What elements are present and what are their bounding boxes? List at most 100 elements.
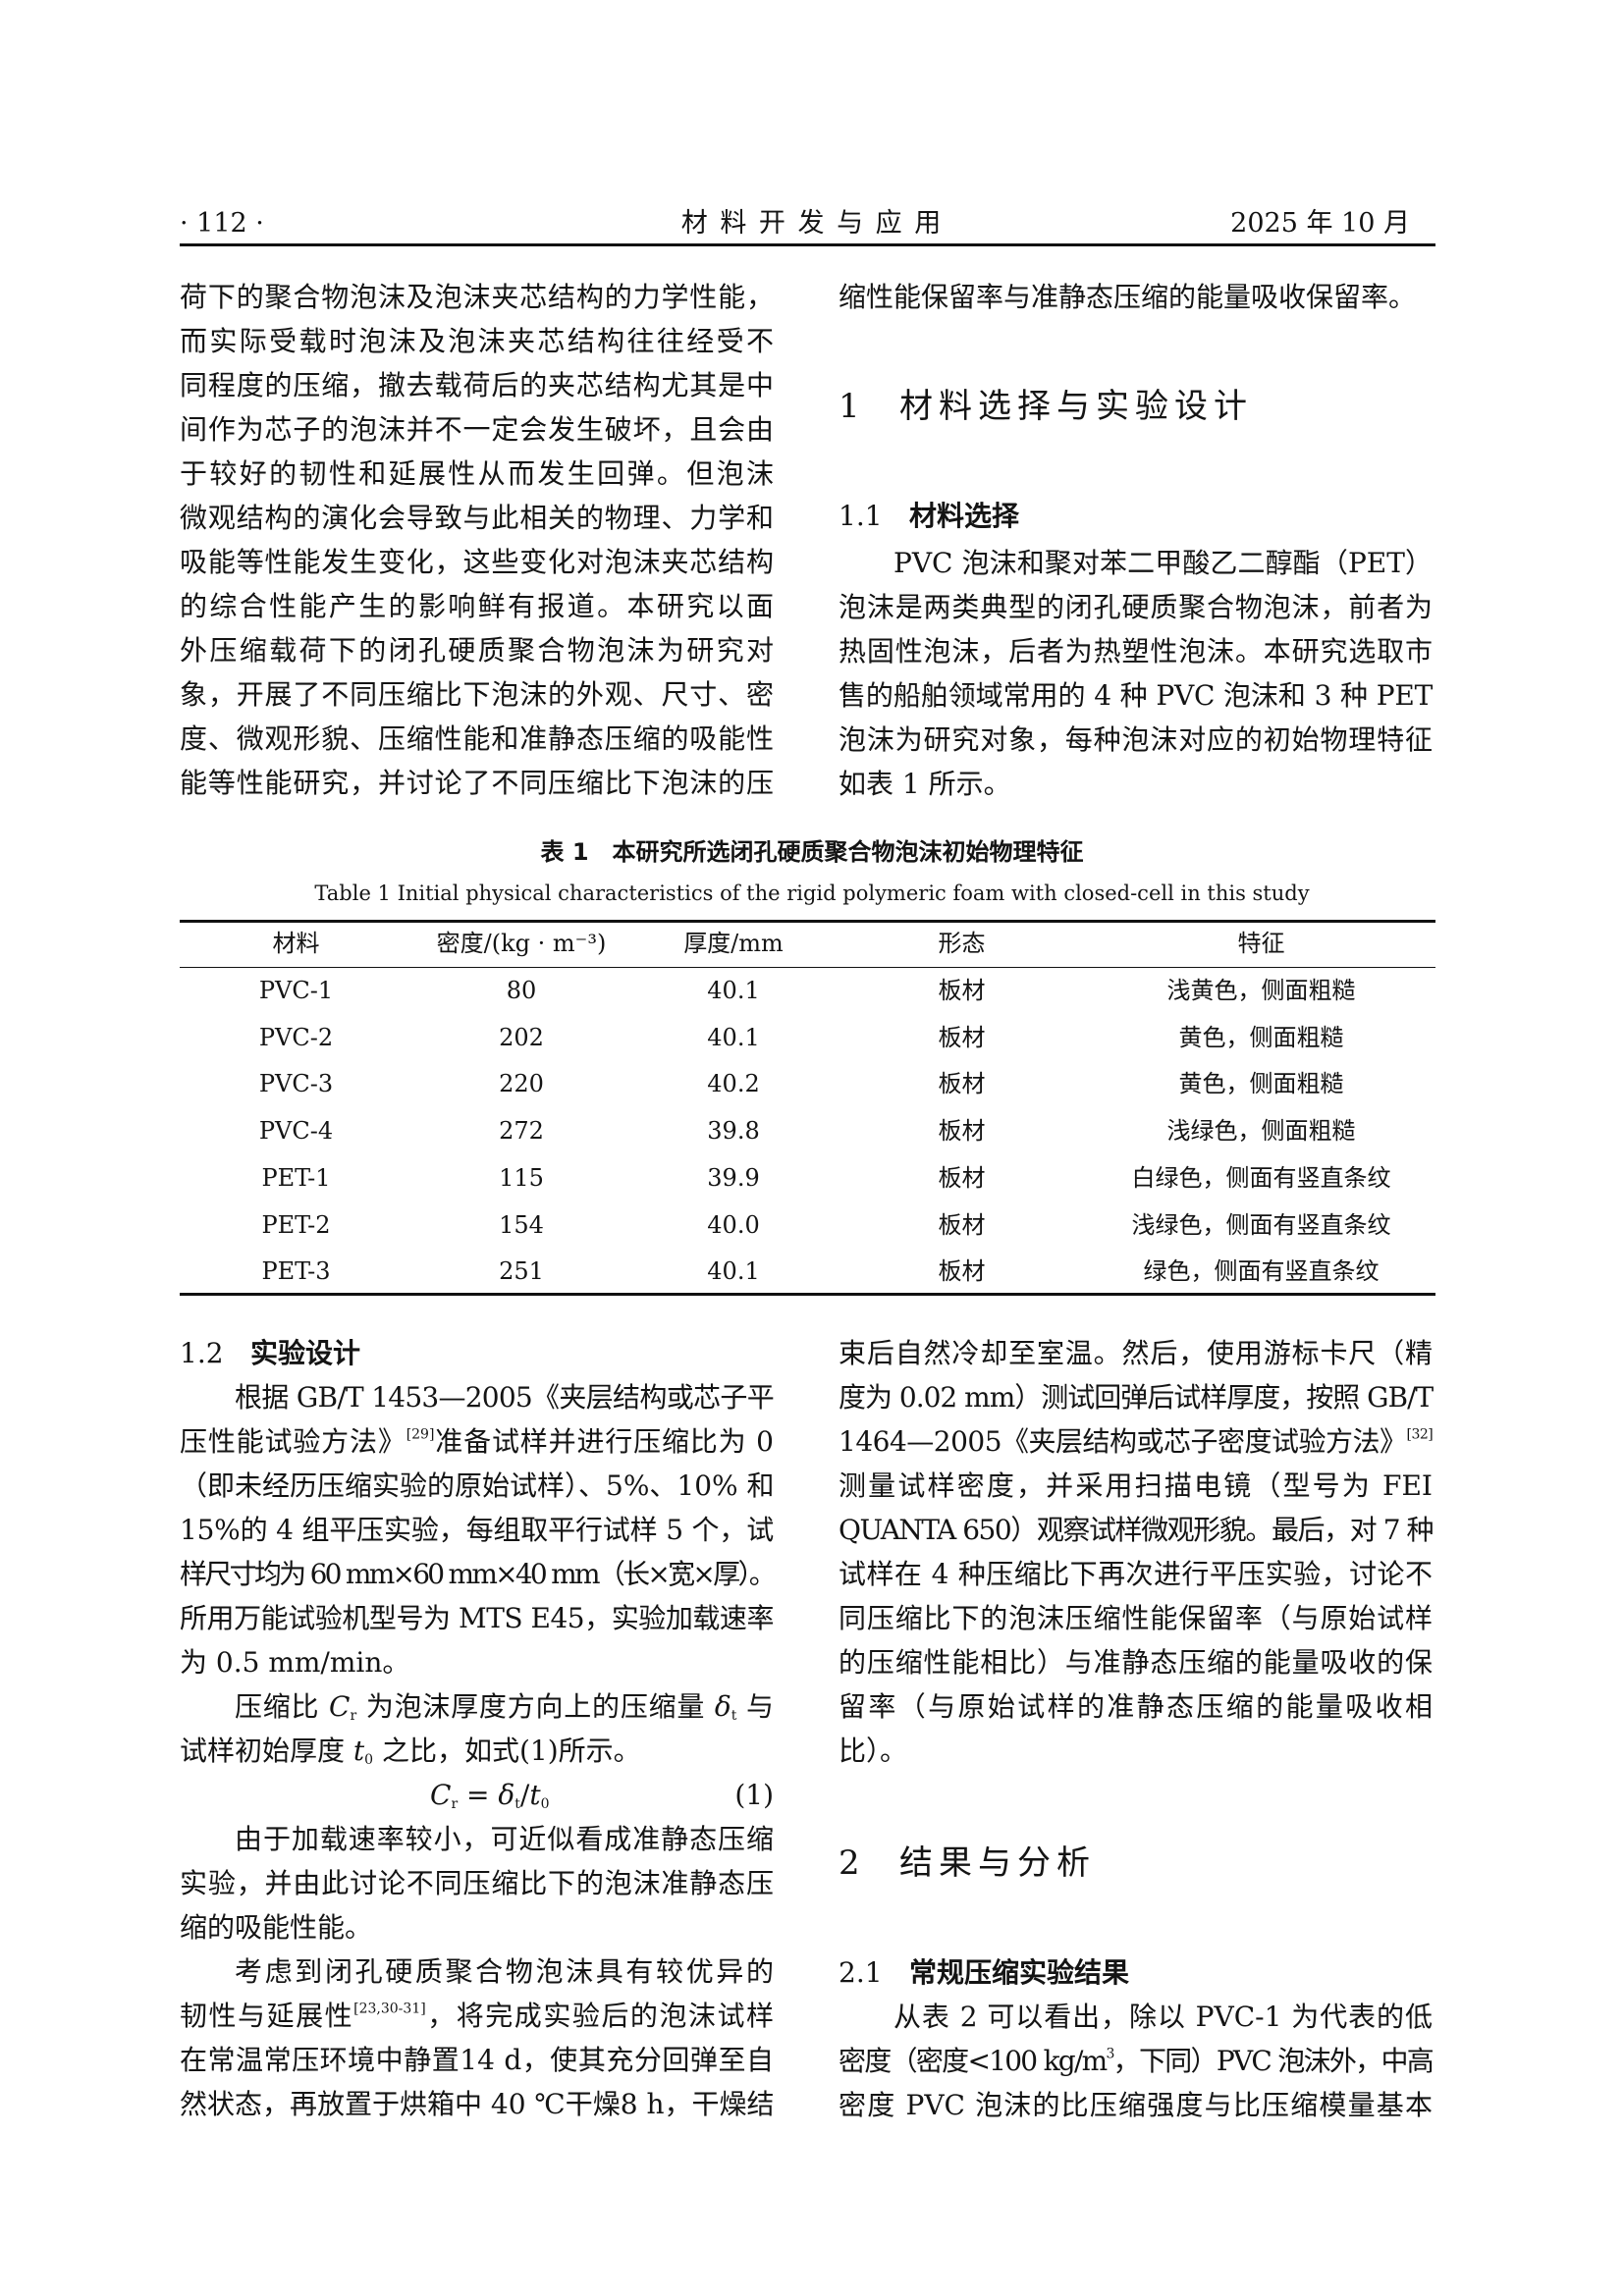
text-line: 考虑到闭孔硬质聚合物泡沫具有较优异的 (235, 1955, 774, 1988)
text-line: 吸能等性能发生变化，这些变化对泡沫夹芯结构 (180, 546, 774, 578)
text-line: 在常温常压环境中静置14 d，使其充分回弹至自 (180, 2044, 774, 2076)
table-cell-thickness: 40.1 (707, 1257, 760, 1286)
text-line: 度、微观形貌、压缩性能和准静态压缩的吸能性 (180, 722, 774, 755)
table-cell-thickness: 39.8 (707, 1117, 760, 1146)
text-line: 缩的吸能性能。 (180, 1911, 373, 1944)
table-cell-features: 浅绿色，侧面粗糙 (1166, 1117, 1356, 1146)
issue-date: 2025 年 10 月 (1230, 208, 1410, 239)
equation-1: Cr = δt/t0 (1) (180, 1773, 774, 1817)
table-cell-density: 272 (499, 1117, 544, 1146)
section-1-title: 材料选择与实验设计 (899, 387, 1253, 426)
text-line: 15%的 4 组平压实验，每组取平行试样 5 个，试 (180, 1514, 774, 1546)
section-1-number: 1 (839, 387, 866, 426)
table-cell-form: 板材 (938, 1210, 986, 1239)
text-line: 实验，并由此讨论不同压缩比下的泡沫准静态压 (180, 1867, 774, 1899)
table-header-rule (180, 967, 1435, 968)
subsection-1-2-title: 实验设计 (250, 1337, 361, 1369)
table-caption-en: Table 1 Initial physical characteristics… (314, 881, 1310, 905)
table-cell-thickness: 40.2 (707, 1070, 760, 1098)
subsection-1-1-title: 材料选择 (909, 500, 1020, 532)
table-cell-features: 浅绿色，侧面有竖直条纹 (1131, 1210, 1391, 1239)
text-line: 试样在 4 种压缩比下再次进行平压实验，讨论不 (839, 1558, 1433, 1590)
text-line: 同压缩比下的泡沫压缩性能保留率（与原始试样 (839, 1602, 1433, 1634)
table-cell-material: PET-3 (261, 1257, 331, 1286)
text-line: 根据 GB/T 1453—2005《夹层结构或芯子平 (235, 1381, 775, 1414)
table-header-thickness: 厚度/mm (683, 930, 784, 957)
text-line: 售的船舶领域常用的 4 种 PVC 泡沫和 3 种 PET (839, 679, 1433, 712)
table-cell-features: 黄色，侧面粗糙 (1178, 1023, 1344, 1051)
table-cell-thickness: 40.1 (707, 977, 760, 1004)
table-cell-material: PVC-3 (258, 1070, 334, 1098)
text-line: 然状态，再放置于烘箱中 40 ℃干燥8 h，干燥结 (180, 2088, 775, 2120)
table-cell-density: 202 (499, 1023, 544, 1051)
table-caption-cn: 表 1 本研究所选闭孔硬质聚合物泡沫初始物理特征 (540, 838, 1084, 866)
table-header-form: 形态 (938, 930, 986, 957)
table-cell-form: 板材 (938, 1023, 986, 1051)
text-line: QUANTA 650）观察试样微观形貌。最后，对 7 种 (839, 1514, 1435, 1546)
text-line: 测量试样密度，并采用扫描电镜（型号为 FEI (839, 1469, 1433, 1502)
table-cell-density: 154 (499, 1210, 544, 1239)
text-line: 外压缩载荷下的闭孔硬质聚合物泡沫为研究对 (180, 634, 774, 667)
table-header-density: 密度/(kg · m⁻³) (436, 930, 607, 957)
table-cell-features: 白绿色，侧面有竖直条纹 (1131, 1163, 1391, 1192)
text-line: 的综合性能产生的影响鲜有报道。本研究以面 (180, 590, 774, 622)
table-cell-thickness: 40.0 (707, 1210, 760, 1239)
section-2-title: 结果与分析 (899, 1843, 1096, 1883)
text-line: 压缩比 Cr 为泡沫厚度方向上的压缩量 δt 与 (235, 1690, 775, 1725)
table-header-features: 特征 (1237, 930, 1285, 957)
text-line: 的压缩性能相比）与准静态压缩的能量吸收的保 (839, 1646, 1433, 1679)
section-2-number: 2 (839, 1843, 866, 1883)
table-cell-form: 板材 (938, 1257, 986, 1286)
table-cell-features: 黄色，侧面粗糙 (1178, 1070, 1344, 1098)
table-cell-form: 板材 (938, 1117, 986, 1146)
header-rule (180, 243, 1435, 246)
subsection-2-1-title: 常规压缩实验结果 (909, 1956, 1130, 1989)
text-line: 密度 PVC 泡沫的比压缩强度与比压缩模量基本 (839, 2089, 1433, 2121)
table-cell-density: 220 (499, 1070, 544, 1098)
text-line: 由于加载速率较小，可近似看成准静态压缩 (235, 1823, 774, 1855)
table-cell-thickness: 40.1 (707, 1023, 760, 1051)
text-line: 象，开展了不同压缩比下泡沫的外观、尺寸、密 (180, 678, 774, 711)
text-line: 度为 0.02 mm）测试回弹后试样厚度，按照 GB/T (839, 1381, 1434, 1414)
table-cell-density: 251 (499, 1257, 544, 1286)
text-line: 比）。 (839, 1735, 908, 1767)
subsection-2-1-number: 2.1 (839, 1956, 883, 1989)
table-bottom-rule (180, 1293, 1435, 1296)
text-line: 韧性与延展性[23,30-31]，将完成实验后的泡沫试样 (180, 2000, 774, 2032)
text-line: 同程度的压缩，撤去载荷后的夹芯结构尤其是中 (180, 369, 774, 401)
text-line: 荷下的聚合物泡沫及泡沫夹芯结构的力学性能， (180, 281, 774, 313)
text-line: 热固性泡沫，后者为热塑性泡沫。本研究选取市 (839, 635, 1433, 667)
text-line: 样尺寸均为 60 mm×60 mm×40 mm（长×宽×厚）。 (180, 1558, 777, 1590)
text-line: 1464—2005《夹层结构或芯子密度试验方法》[32] (839, 1425, 1434, 1458)
text-line: 间作为芯子的泡沫并不一定会发生破坏，且会由 (180, 413, 774, 446)
table-cell-density: 115 (499, 1163, 544, 1192)
text-line: （即未经历压缩实验的原始试样）、5%、10% 和 (180, 1469, 775, 1502)
journal-title: 材 料 开 发 与 应 用 (680, 208, 944, 239)
table-cell-material: PVC-2 (258, 1023, 334, 1051)
page-number: · 112 · (180, 208, 264, 239)
table-cell-form: 板材 (938, 1070, 986, 1098)
table-cell-form: 板材 (938, 1163, 986, 1192)
table-cell-features: 绿色，侧面有竖直条纹 (1143, 1257, 1380, 1286)
text-line: 为 0.5 mm/min。 (180, 1646, 410, 1679)
text-line: 微观结构的演化会导致与此相关的物理、力学和 (180, 502, 774, 534)
text-line: 留率（与原始试样的准静态压缩的能量吸收相 (839, 1690, 1433, 1723)
text-line: 从表 2 可以看出，除以 PVC-1 为代表的低 (893, 2001, 1433, 2033)
text-line: 泡沫为研究对象，每种泡沫对应的初始物理特征 (839, 723, 1433, 756)
table-cell-material: PVC-4 (258, 1117, 334, 1146)
table-cell-density: 80 (506, 977, 537, 1004)
text-line: 缩性能保留率与准静态压缩的能量吸收保留率。 (839, 281, 1417, 313)
table-top-rule (180, 920, 1435, 923)
text-line: 能等性能研究，并讨论了不同压缩比下泡沫的压 (180, 767, 774, 799)
text-line: 泡沫是两类典型的闭孔硬质聚合物泡沫，前者为 (839, 591, 1433, 623)
table-header-material: 材料 (272, 930, 320, 957)
subsection-1-1-number: 1.1 (839, 500, 883, 532)
equation-number: (1) (734, 1779, 774, 1811)
table-cell-form: 板材 (938, 977, 986, 1004)
table-cell-thickness: 39.9 (707, 1163, 760, 1192)
table-cell-material: PET-2 (261, 1210, 331, 1239)
text-line: 而实际受载时泡沫及泡沫夹芯结构往往经受不 (180, 325, 774, 357)
text-line: 如表 1 所示。 (839, 768, 1011, 800)
text-line: 所用万能试验机型号为 MTS E45，实验加载速率 (180, 1602, 775, 1634)
subsection-1-2-number: 1.2 (180, 1337, 224, 1369)
